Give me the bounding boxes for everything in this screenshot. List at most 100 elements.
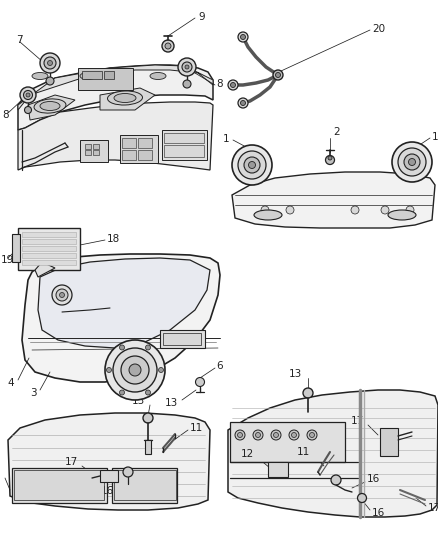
Circle shape xyxy=(261,206,269,214)
Text: 2: 2 xyxy=(333,127,339,137)
Circle shape xyxy=(120,345,124,350)
Circle shape xyxy=(143,413,153,423)
Text: 15: 15 xyxy=(0,469,1,479)
Circle shape xyxy=(392,142,432,182)
Ellipse shape xyxy=(150,72,166,79)
Polygon shape xyxy=(232,172,435,228)
Circle shape xyxy=(381,206,389,214)
Bar xyxy=(85,150,91,155)
Circle shape xyxy=(271,430,281,440)
Text: 13: 13 xyxy=(289,369,302,379)
Bar xyxy=(164,133,204,143)
Bar xyxy=(22,253,76,258)
Circle shape xyxy=(292,432,297,438)
Bar xyxy=(12,468,107,503)
Bar xyxy=(164,145,204,157)
Text: 20: 20 xyxy=(372,24,385,34)
Bar xyxy=(122,150,136,160)
Circle shape xyxy=(230,83,236,87)
Bar xyxy=(22,232,76,237)
Circle shape xyxy=(44,57,56,69)
Circle shape xyxy=(289,430,299,440)
Polygon shape xyxy=(28,95,75,120)
Circle shape xyxy=(303,388,313,398)
Polygon shape xyxy=(18,65,213,110)
Polygon shape xyxy=(35,262,55,277)
Text: 17: 17 xyxy=(65,457,78,467)
Polygon shape xyxy=(38,258,210,348)
Text: 7: 7 xyxy=(16,35,23,45)
Ellipse shape xyxy=(34,99,66,113)
Circle shape xyxy=(165,43,171,49)
Circle shape xyxy=(162,40,174,52)
Circle shape xyxy=(232,145,272,185)
Circle shape xyxy=(195,377,205,386)
Circle shape xyxy=(185,65,189,69)
Text: 3: 3 xyxy=(30,388,37,398)
Circle shape xyxy=(26,93,30,97)
Circle shape xyxy=(238,32,248,42)
Circle shape xyxy=(183,80,191,88)
Circle shape xyxy=(404,154,420,170)
Circle shape xyxy=(240,35,246,39)
Bar xyxy=(268,462,288,477)
Bar xyxy=(22,239,76,244)
Circle shape xyxy=(20,87,36,103)
Circle shape xyxy=(310,432,314,438)
Polygon shape xyxy=(18,65,213,130)
Circle shape xyxy=(182,62,192,72)
Circle shape xyxy=(25,107,32,114)
Circle shape xyxy=(276,72,280,77)
Text: 9: 9 xyxy=(198,12,205,22)
Circle shape xyxy=(40,53,60,73)
Circle shape xyxy=(255,432,261,438)
Bar xyxy=(138,150,152,160)
Bar xyxy=(112,468,177,503)
Ellipse shape xyxy=(114,93,136,102)
Circle shape xyxy=(159,367,163,373)
Bar xyxy=(145,440,151,454)
Circle shape xyxy=(248,161,255,168)
Circle shape xyxy=(46,77,54,85)
Circle shape xyxy=(123,467,133,477)
Polygon shape xyxy=(100,88,155,110)
Circle shape xyxy=(178,58,196,76)
Circle shape xyxy=(129,364,141,376)
Circle shape xyxy=(238,151,266,179)
Text: 1: 1 xyxy=(432,132,438,142)
Text: 11: 11 xyxy=(297,447,310,457)
Bar xyxy=(93,144,99,149)
Circle shape xyxy=(273,70,283,80)
Text: 19: 19 xyxy=(1,255,14,265)
Text: 8: 8 xyxy=(216,79,223,89)
Circle shape xyxy=(60,293,64,297)
Bar xyxy=(100,470,118,482)
Bar xyxy=(18,228,80,270)
Bar xyxy=(78,68,133,90)
Text: 8: 8 xyxy=(2,110,9,120)
Circle shape xyxy=(120,390,124,395)
Circle shape xyxy=(24,91,32,100)
Circle shape xyxy=(145,345,151,350)
Circle shape xyxy=(106,367,112,373)
Circle shape xyxy=(228,80,238,90)
Circle shape xyxy=(398,148,426,176)
Circle shape xyxy=(406,206,414,214)
Text: 16: 16 xyxy=(101,486,114,496)
Text: 13: 13 xyxy=(132,396,145,406)
Circle shape xyxy=(244,157,260,173)
Circle shape xyxy=(253,430,263,440)
Bar xyxy=(114,470,176,500)
Bar xyxy=(120,135,158,163)
Ellipse shape xyxy=(107,91,142,105)
Ellipse shape xyxy=(80,72,96,79)
Circle shape xyxy=(105,340,165,400)
Polygon shape xyxy=(8,413,210,510)
Text: 11: 11 xyxy=(190,423,203,433)
Circle shape xyxy=(235,430,245,440)
Bar xyxy=(230,422,345,462)
Bar xyxy=(104,71,114,79)
Polygon shape xyxy=(18,102,213,170)
Text: 1: 1 xyxy=(223,134,229,144)
Text: 12: 12 xyxy=(241,449,254,459)
